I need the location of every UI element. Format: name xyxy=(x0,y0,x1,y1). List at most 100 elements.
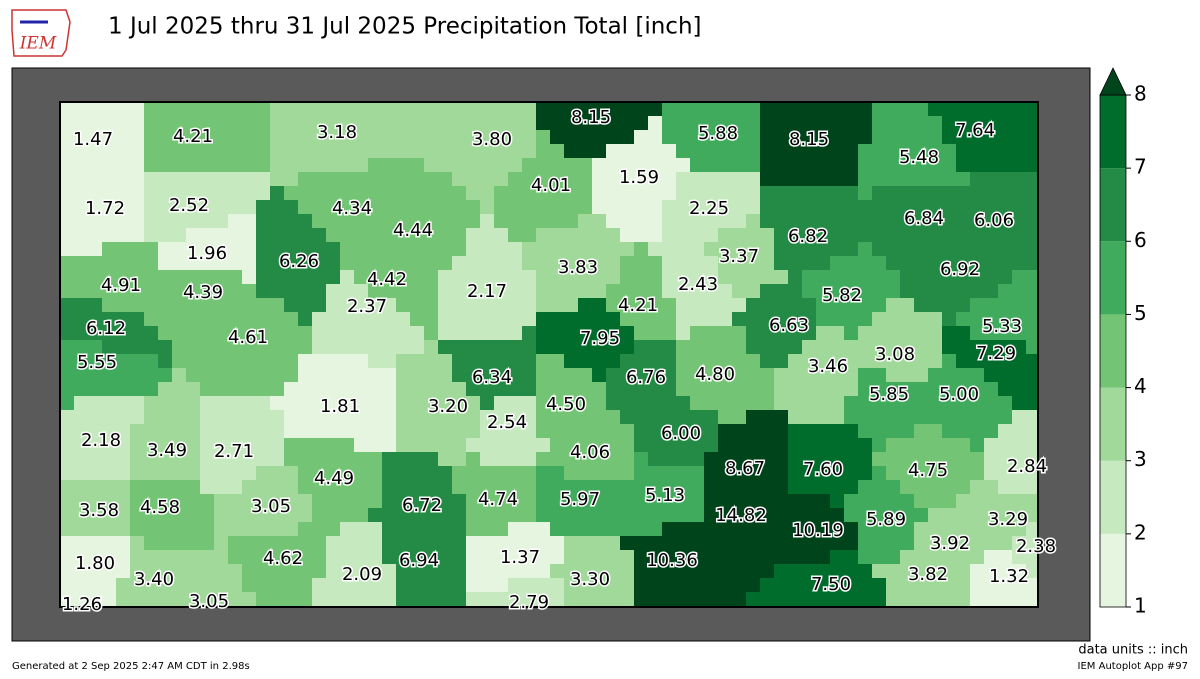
value-label: 1.32 xyxy=(989,566,1029,587)
precip-cell xyxy=(522,410,537,425)
precip-cell xyxy=(816,186,831,201)
precip-cell xyxy=(550,438,565,453)
precip-cell xyxy=(718,424,733,439)
precip-cell xyxy=(88,466,103,481)
precip-cell xyxy=(578,312,593,327)
precip-cell xyxy=(354,130,369,145)
precip-cell xyxy=(788,508,803,523)
precip-cell xyxy=(942,130,957,145)
precip-cell xyxy=(354,228,369,243)
precip-cell xyxy=(508,592,523,607)
precip-cell xyxy=(256,452,271,467)
precip-cell xyxy=(172,326,187,341)
precip-cell xyxy=(802,578,817,593)
precip-cell xyxy=(354,256,369,271)
precip-cell xyxy=(452,228,467,243)
precip-cell xyxy=(984,116,999,131)
precip-cell xyxy=(284,564,299,579)
precip-cell xyxy=(732,410,747,425)
precip-cell xyxy=(914,424,929,439)
precip-cell xyxy=(396,256,411,271)
precip-cell xyxy=(774,340,789,355)
precip-cell xyxy=(102,494,117,509)
precip-cell xyxy=(900,284,915,299)
precip-cell xyxy=(830,368,845,383)
precip-cell xyxy=(340,130,355,145)
precip-cell xyxy=(130,382,145,397)
precip-cell xyxy=(312,592,327,607)
precip-cell xyxy=(578,382,593,397)
precip-cell xyxy=(326,480,341,495)
precip-cell xyxy=(760,214,775,229)
precip-cell xyxy=(368,284,383,299)
precip-cell xyxy=(886,438,901,453)
precip-cell xyxy=(284,116,299,131)
precip-cell xyxy=(564,354,579,369)
precip-cell xyxy=(326,550,341,565)
precip-cell xyxy=(130,172,145,187)
precip-cell xyxy=(368,172,383,187)
precip-cell xyxy=(74,326,89,341)
precip-cell xyxy=(900,382,915,397)
precip-cell xyxy=(1026,256,1039,271)
precip-cell xyxy=(312,200,327,215)
precip-cell xyxy=(214,452,229,467)
precip-cell xyxy=(690,186,705,201)
precip-cell xyxy=(1012,438,1027,453)
precip-cell xyxy=(494,522,509,537)
precip-cell xyxy=(732,564,747,579)
precip-cell xyxy=(424,368,439,383)
precip-cell xyxy=(634,102,649,117)
precip-cell xyxy=(424,256,439,271)
precip-cell xyxy=(172,256,187,271)
precip-cell xyxy=(914,410,929,425)
precip-cell xyxy=(1012,326,1027,341)
precip-cell xyxy=(144,480,159,495)
precip-cell xyxy=(942,200,957,215)
precip-cell xyxy=(214,144,229,159)
precip-cell xyxy=(620,466,635,481)
precip-cell xyxy=(284,340,299,355)
precip-cell xyxy=(746,466,761,481)
precip-cell xyxy=(788,270,803,285)
precip-cell xyxy=(326,452,341,467)
precip-cell xyxy=(732,102,747,117)
precip-cell xyxy=(144,200,159,215)
precip-cell xyxy=(228,480,243,495)
precip-cell xyxy=(942,312,957,327)
precip-cell xyxy=(214,354,229,369)
precip-cell xyxy=(508,102,523,117)
precip-cell xyxy=(60,200,75,215)
precip-cell xyxy=(340,466,355,481)
precip-cell xyxy=(788,578,803,593)
precip-cell xyxy=(928,466,943,481)
value-label: 5.88 xyxy=(698,123,738,144)
precip-cell xyxy=(550,116,565,131)
precip-cell xyxy=(298,536,313,551)
value-label: 5.33 xyxy=(982,316,1022,337)
precip-cell xyxy=(564,452,579,467)
precip-cell xyxy=(914,480,929,495)
precip-cell xyxy=(536,466,551,481)
precip-cell xyxy=(102,536,117,551)
precip-cell xyxy=(508,536,523,551)
precip-cell xyxy=(480,438,495,453)
precip-cell xyxy=(536,452,551,467)
precip-cell xyxy=(662,298,677,313)
precip-cell xyxy=(284,228,299,243)
precip-cell xyxy=(592,172,607,187)
precip-cell xyxy=(340,200,355,215)
precip-cell xyxy=(648,158,663,173)
precip-cell xyxy=(172,214,187,229)
precip-cell xyxy=(102,144,117,159)
precip-cell xyxy=(914,466,929,481)
precip-cell xyxy=(788,494,803,509)
precip-cell xyxy=(242,438,257,453)
precip-cell xyxy=(592,158,607,173)
precip-cell xyxy=(942,242,957,257)
precip-cell xyxy=(802,130,817,145)
precip-cell xyxy=(228,536,243,551)
precip-cell xyxy=(634,550,649,565)
precip-cell xyxy=(914,186,929,201)
precip-cell xyxy=(60,522,75,537)
